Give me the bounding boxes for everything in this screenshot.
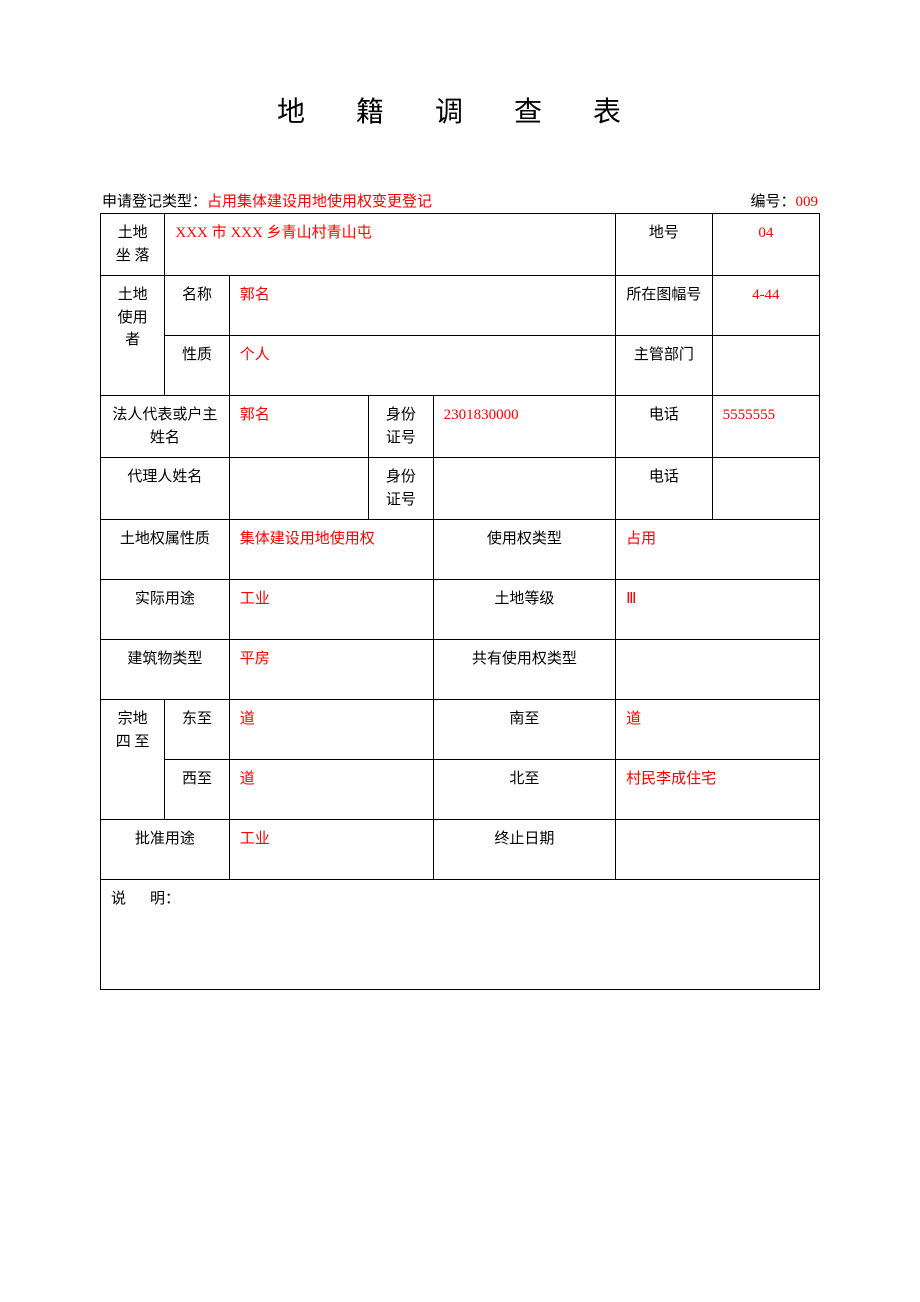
legal-rep-phone-value: 5555555 — [712, 396, 819, 458]
shared-label: 共有使用权类型 — [433, 640, 615, 700]
agent-id-label: 身份证号 — [369, 458, 433, 520]
land-location-label: 土地坐 落 — [101, 214, 165, 276]
explain-cell: 说明： — [101, 880, 820, 990]
west-value: 道 — [229, 760, 433, 820]
ownership-value: 集体建设用地使用权 — [229, 520, 433, 580]
south-label: 南至 — [433, 700, 615, 760]
user-name-label: 名称 — [165, 276, 229, 336]
table-row: 土地使用者 名称 郭名 所在图幅号 4-44 — [101, 276, 820, 336]
table-row: 说明： — [101, 880, 820, 990]
shared-value — [616, 640, 820, 700]
reg-type-value: 占用集体建设用地使用权变更登记 — [207, 194, 432, 210]
table-row: 性质 个人 主管部门 — [101, 336, 820, 396]
user-name-value: 郭名 — [229, 276, 615, 336]
table-row: 代理人姓名 身份证号 电话 — [101, 458, 820, 520]
agent-phone-label: 电话 — [616, 458, 713, 520]
agent-phone-value — [712, 458, 819, 520]
approved-use-value: 工业 — [229, 820, 433, 880]
parcel-no-label: 地号 — [616, 214, 713, 276]
east-label: 东至 — [165, 700, 229, 760]
dept-value — [712, 336, 819, 396]
table-row: 土地权属性质 集体建设用地使用权 使用权类型 占用 — [101, 520, 820, 580]
grade-label: 土地等级 — [433, 580, 615, 640]
south-value: 道 — [616, 700, 820, 760]
land-user-label: 土地使用者 — [101, 276, 165, 396]
table-row: 西至 道 北至 村民李成住宅 — [101, 760, 820, 820]
legal-rep-name: 郭名 — [229, 396, 368, 458]
map-sheet-value: 4-44 — [712, 276, 819, 336]
building-value: 平房 — [229, 640, 433, 700]
grade-value: Ⅲ — [616, 580, 820, 640]
map-sheet-label: 所在图幅号 — [616, 276, 713, 336]
ownership-label: 土地权属性质 — [101, 520, 230, 580]
table-row: 建筑物类型 平房 共有使用权类型 — [101, 640, 820, 700]
legal-rep-label: 法人代表或户主姓名 — [101, 396, 230, 458]
serial-value: 009 — [796, 194, 819, 210]
building-label: 建筑物类型 — [101, 640, 230, 700]
survey-form-table: 土地坐 落 XXX 市 XXX 乡青山村青山屯 地号 04 土地使用者 名称 郭… — [100, 213, 820, 990]
table-row: 宗地四 至 东至 道 南至 道 — [101, 700, 820, 760]
table-row: 土地坐 落 XXX 市 XXX 乡青山村青山屯 地号 04 — [101, 214, 820, 276]
actual-use-value: 工业 — [229, 580, 433, 640]
bounds-label: 宗地四 至 — [101, 700, 165, 820]
land-location-value: XXX 市 XXX 乡青山村青山屯 — [165, 214, 616, 276]
user-nature-label: 性质 — [165, 336, 229, 396]
table-row: 法人代表或户主姓名 郭名 身份证号 2301830000 电话 5555555 — [101, 396, 820, 458]
agent-name — [229, 458, 368, 520]
user-nature-value: 个人 — [229, 336, 615, 396]
usage-type-value: 占用 — [616, 520, 820, 580]
parcel-no-value: 04 — [712, 214, 819, 276]
legal-rep-id-label: 身份证号 — [369, 396, 433, 458]
page-title: 地 籍 调 查 表 — [100, 90, 820, 130]
explain-label-2: 明： — [150, 891, 180, 907]
end-date-label: 终止日期 — [433, 820, 615, 880]
legal-rep-id-value: 2301830000 — [433, 396, 615, 458]
header-row: 申请登记类型：占用集体建设用地使用权变更登记 编号：009 — [100, 190, 820, 211]
serial-label: 编号： — [750, 194, 795, 210]
dept-label: 主管部门 — [616, 336, 713, 396]
west-label: 西至 — [165, 760, 229, 820]
end-date-value — [616, 820, 820, 880]
legal-rep-phone-label: 电话 — [616, 396, 713, 458]
approved-use-label: 批准用途 — [101, 820, 230, 880]
agent-label: 代理人姓名 — [101, 458, 230, 520]
usage-type-label: 使用权类型 — [433, 520, 615, 580]
actual-use-label: 实际用途 — [101, 580, 230, 640]
north-value: 村民李成住宅 — [616, 760, 820, 820]
table-row: 批准用途 工业 终止日期 — [101, 820, 820, 880]
north-label: 北至 — [433, 760, 615, 820]
agent-id-value — [433, 458, 615, 520]
east-value: 道 — [229, 700, 433, 760]
explain-label-1: 说 — [111, 891, 150, 907]
reg-type-label: 申请登记类型： — [102, 194, 207, 210]
table-row: 实际用途 工业 土地等级 Ⅲ — [101, 580, 820, 640]
